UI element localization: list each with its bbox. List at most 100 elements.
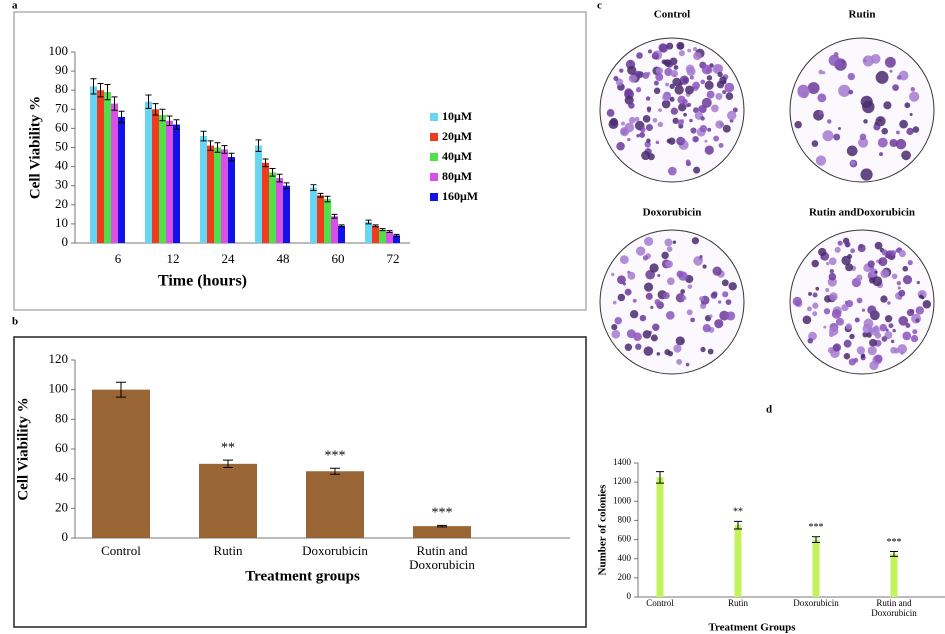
- colony: [858, 243, 863, 249]
- colony: [643, 282, 654, 292]
- colony: [658, 43, 668, 53]
- colony: [629, 310, 639, 319]
- colony: [843, 339, 852, 348]
- legend-label: 10μM: [442, 109, 472, 123]
- colony: [715, 120, 724, 129]
- colony: [802, 315, 812, 325]
- legend-label: 80μM: [442, 169, 472, 183]
- colony: [624, 343, 633, 351]
- colony: [850, 248, 856, 254]
- x-tick-label: 48: [277, 251, 290, 266]
- colony: [661, 99, 671, 109]
- error-bar: [283, 182, 290, 190]
- colony: [849, 333, 855, 340]
- colony: [833, 133, 841, 141]
- colony: [828, 332, 834, 338]
- colony: [662, 93, 671, 102]
- error-bar: [262, 158, 269, 168]
- colony: [606, 109, 615, 117]
- bar: [324, 199, 331, 243]
- colony: [691, 237, 700, 245]
- bar: [393, 235, 400, 243]
- colony: [724, 82, 735, 93]
- colony: [854, 317, 860, 323]
- bar: [152, 109, 159, 243]
- colony: [686, 309, 693, 316]
- colony: [673, 344, 682, 353]
- colony: [859, 133, 867, 141]
- colony: [627, 65, 637, 75]
- error-bar: [214, 142, 221, 153]
- colony: [890, 250, 897, 256]
- colony: [619, 126, 630, 137]
- colony: [666, 42, 674, 50]
- colony: [658, 108, 662, 113]
- colony: [689, 75, 694, 80]
- error-bar: [104, 83, 111, 101]
- error-bar: [656, 471, 664, 484]
- colony: [807, 337, 814, 344]
- colony: [670, 69, 679, 78]
- panel-label: d: [766, 404, 772, 416]
- colony: [883, 101, 892, 110]
- error-bar: [812, 536, 820, 543]
- bar: [386, 231, 393, 243]
- colony: [672, 240, 677, 244]
- colony: [817, 93, 827, 103]
- colony: [649, 263, 659, 273]
- colony: [664, 67, 673, 77]
- colony: [628, 74, 638, 83]
- colony: [726, 311, 736, 321]
- colony: [676, 41, 685, 50]
- colony: [685, 362, 690, 367]
- colony: [614, 316, 623, 325]
- colony: [836, 317, 845, 326]
- bar: [812, 539, 820, 597]
- y-tick-label: 1400: [613, 457, 632, 467]
- bar: [207, 145, 214, 243]
- colony: [665, 260, 673, 269]
- colony: [665, 310, 675, 320]
- y-axis-label: Number of colonies: [597, 484, 609, 576]
- error-bar: [437, 524, 447, 528]
- colony: [828, 272, 837, 281]
- colony: [628, 102, 635, 109]
- colony: [638, 127, 642, 131]
- bar: [214, 147, 221, 243]
- colony: [837, 127, 842, 131]
- colony: [872, 276, 883, 287]
- colony: [902, 275, 913, 285]
- colony: [869, 338, 877, 347]
- error-bar: [890, 551, 898, 557]
- colony: [635, 87, 642, 93]
- x-tick-label: Rutin: [727, 598, 748, 608]
- colony: [906, 127, 914, 136]
- colony: [887, 301, 891, 305]
- colony: [818, 110, 824, 115]
- colony: [693, 166, 701, 174]
- colony: [639, 132, 646, 138]
- colony: [881, 127, 889, 135]
- x-tick-label: Rutin and Doxorubicin: [871, 598, 917, 618]
- colony: [888, 323, 894, 329]
- error-bar: [173, 119, 180, 130]
- error-bar: [734, 520, 742, 530]
- legend-swatch: [430, 153, 438, 161]
- y-tick-label: 40: [55, 470, 68, 485]
- bar: [173, 124, 180, 243]
- colony: [808, 292, 812, 296]
- bar: [92, 389, 150, 538]
- colony: [725, 299, 732, 306]
- colony: [675, 293, 686, 303]
- colony: [863, 119, 868, 124]
- colony: [858, 137, 869, 148]
- legend-swatch: [430, 193, 438, 201]
- colony: [711, 104, 719, 113]
- colony: [669, 96, 675, 102]
- error-bar: [338, 224, 345, 228]
- colony: [899, 119, 908, 129]
- colony: [916, 280, 920, 285]
- colony: [624, 288, 632, 296]
- y-tick-label: 90: [55, 62, 68, 77]
- colony: [909, 112, 913, 117]
